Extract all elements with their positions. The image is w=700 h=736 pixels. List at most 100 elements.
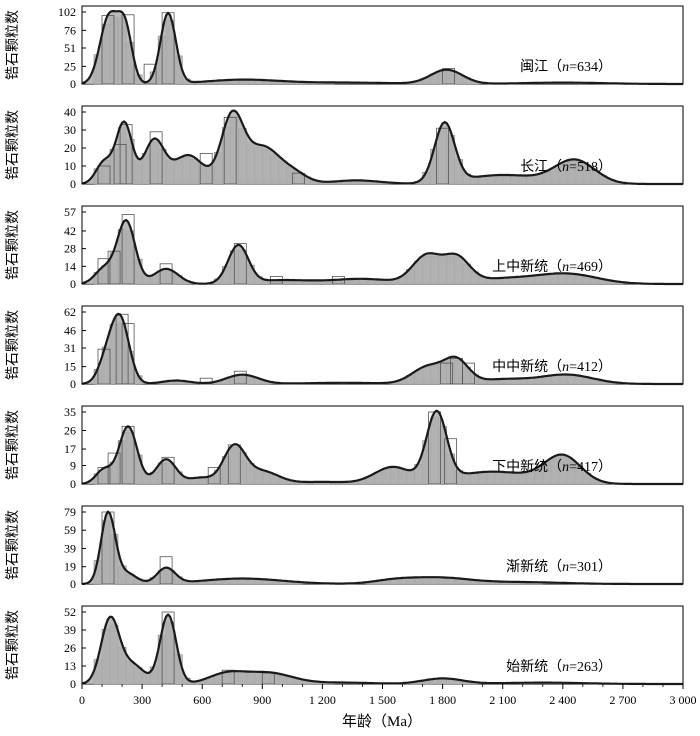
- histogram-bar: [199, 152, 213, 185]
- panel-label-name: 长江（: [520, 159, 562, 175]
- y-tick-label: 19: [64, 560, 76, 574]
- y-tick-label: 20: [64, 141, 76, 155]
- panel-label-count: =634）: [569, 59, 612, 75]
- histogram-bar: [143, 63, 157, 85]
- y-tick-label: 0: [70, 477, 76, 491]
- x-tick-label: 600: [193, 693, 211, 707]
- y-tick-label: 0: [70, 77, 76, 91]
- y-tick-label: 25: [64, 59, 76, 73]
- density-curve: [81, 312, 683, 386]
- histogram-bar: [440, 362, 454, 385]
- histogram-bar: [161, 456, 175, 485]
- y-tick-label: 39: [64, 623, 76, 637]
- density-curve: [81, 218, 683, 286]
- panel-label: 闽江（n=634）: [520, 59, 612, 75]
- panel-label-count: =263）: [569, 659, 612, 675]
- panel-7: 0 13 26 39 52 锆石颗粒数 始新统（n=263）: [5, 605, 684, 691]
- y-tick-label: 0: [70, 177, 76, 191]
- panel-label-n: n: [562, 660, 569, 675]
- y-axis-title: 锆石颗粒数: [5, 410, 21, 480]
- y-tick-label: 28: [64, 242, 76, 256]
- histogram-bar: [221, 669, 235, 685]
- panel-label-name: 中中新统（: [492, 359, 562, 375]
- panel-label-n: n: [562, 60, 569, 75]
- y-tick-label: 17: [64, 442, 76, 456]
- histogram-outliers: [161, 611, 275, 685]
- panel-label-count: =518）: [569, 159, 612, 175]
- panel-6: 0 19 39 59 79 锆石颗粒数 渐新统（n=301）: [5, 505, 684, 591]
- histogram-bar: [121, 14, 135, 85]
- panel-label: 渐新统（n=301）: [506, 559, 612, 575]
- y-tick-label: 39: [64, 541, 76, 555]
- x-tick-label: 0: [79, 693, 85, 707]
- y-tick-label: 52: [64, 605, 76, 619]
- panel-label: 始新统（n=263）: [506, 659, 612, 675]
- x-tick-label: 900: [253, 693, 271, 707]
- y-tick-label: 14: [64, 259, 76, 273]
- y-tick-label: 26: [64, 641, 76, 655]
- y-tick-label: 40: [64, 105, 76, 119]
- histogram-bar: [436, 127, 450, 185]
- panel-label-n: n: [562, 560, 569, 575]
- y-axis-title: 锆石颗粒数: [5, 310, 21, 380]
- y-tick-label: 0: [70, 377, 76, 391]
- histogram-bar: [233, 243, 247, 285]
- y-tick-label: 0: [70, 277, 76, 291]
- histogram-bar: [444, 438, 458, 485]
- panel-5: 0 9 17 26 35 锆石颗粒数 下中新统（n=417）: [5, 405, 684, 491]
- panel-label-n: n: [562, 260, 569, 275]
- y-tick-label: 42: [64, 224, 76, 238]
- y-tick-label: 0: [70, 677, 76, 691]
- histogram-bar: [223, 117, 237, 185]
- panel-1: 0 25 51 76 102 锆石颗粒数 闽江（n=634）: [5, 5, 684, 91]
- panel-label: 中中新统（n=412）: [492, 359, 612, 375]
- panel-label-n: n: [562, 360, 569, 375]
- density-area: [82, 614, 683, 684]
- density-curve: [81, 613, 683, 686]
- y-tick-label: 62: [64, 305, 76, 319]
- histogram-bar: [291, 172, 305, 185]
- y-tick-label: 102: [58, 5, 76, 19]
- panel-label: 下中新统（n=417）: [492, 459, 612, 475]
- y-tick-label: 51: [64, 41, 76, 55]
- histogram-bar: [161, 611, 175, 685]
- density-curve: [81, 510, 683, 586]
- y-tick-label: 10: [64, 159, 76, 173]
- x-tick-label: 1 500: [369, 693, 396, 707]
- panel-label-n: n: [562, 460, 569, 475]
- y-tick-label: 46: [64, 324, 76, 338]
- density-curve: [81, 109, 683, 186]
- panel-label-count: =412）: [569, 359, 612, 375]
- panel-label-name: 渐新统（: [506, 559, 562, 575]
- density-area: [82, 110, 683, 184]
- panel-label-count: =417）: [569, 459, 612, 475]
- panel-3: 0 14 28 42 57 锆石颗粒数上中新统（n=469）: [5, 205, 684, 291]
- panel-label: 长江（n=518）: [520, 159, 612, 175]
- histogram-bar: [442, 68, 456, 85]
- panel-label: 上中新统（n=469）: [492, 259, 612, 275]
- histogram-bar: [233, 370, 247, 385]
- y-tick-label: 15: [64, 360, 76, 374]
- density-curve: [81, 409, 683, 486]
- panel-label-name: 闽江（: [520, 59, 562, 75]
- x-tick-label: 2 700: [609, 693, 636, 707]
- x-tick-label: 1 200: [309, 693, 336, 707]
- y-tick-label: 59: [64, 523, 76, 537]
- panel-label-n: n: [562, 160, 569, 175]
- y-axis-title: 锆石颗粒数: [5, 210, 21, 280]
- panel-4: 0 15 31 46 62 锆石颗粒数 中中新统（n=412）: [5, 305, 684, 391]
- y-tick-label: 35: [64, 405, 76, 419]
- density-area: [82, 410, 683, 484]
- x-tick-label: 2 100: [489, 693, 516, 707]
- y-tick-label: 30: [64, 123, 76, 137]
- x-axis: 0 300 600 900 1 200 1 500 1 800 2 100 2 400 2 700…: [79, 684, 697, 707]
- y-axis-title: 锆石颗粒数: [5, 110, 21, 180]
- panel-label-count: =469）: [569, 259, 612, 275]
- histogram-bar: [149, 131, 163, 185]
- y-tick-label: 57: [64, 205, 76, 219]
- x-axis-title: 年龄（Ma）: [342, 713, 422, 730]
- histogram-bar: [121, 214, 135, 285]
- panel-label-name: 下中新统（: [492, 459, 562, 475]
